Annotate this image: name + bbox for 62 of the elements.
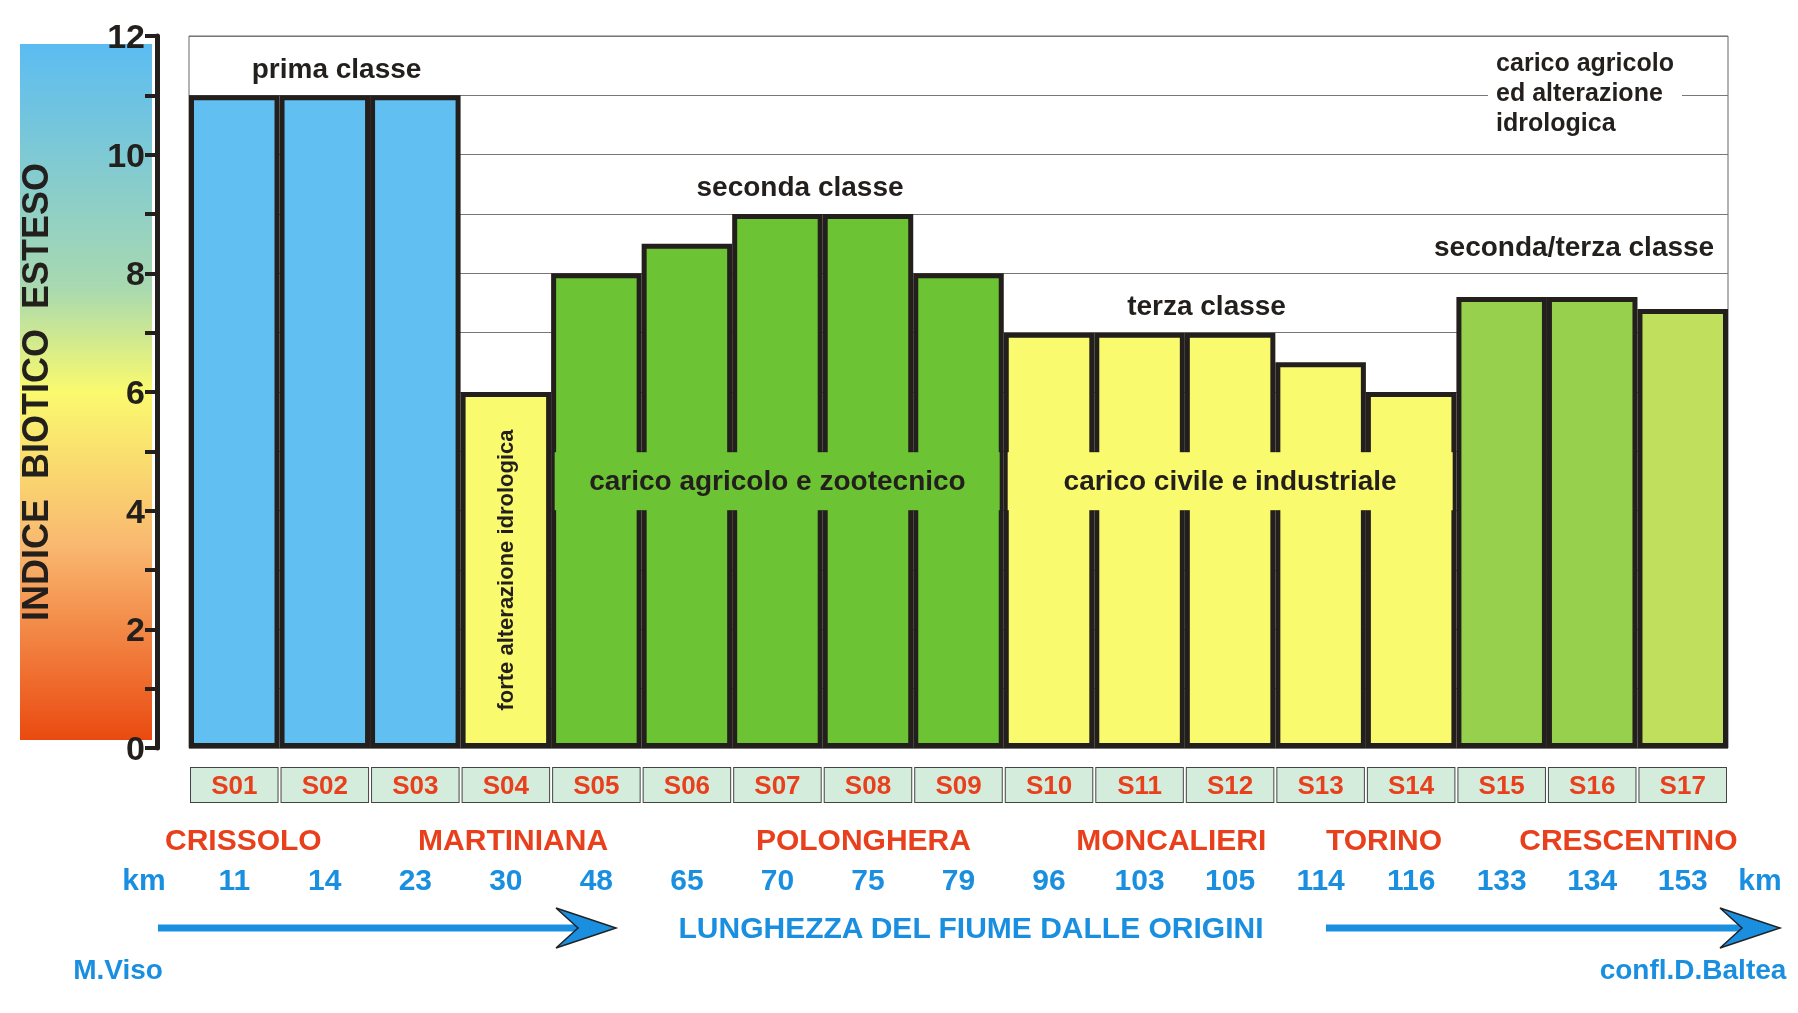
x-tick-label: S07	[754, 770, 801, 800]
annotation: carico civile e industriale	[1063, 465, 1397, 497]
text: 75	[851, 862, 885, 898]
text: confl.D.Baltea	[1599, 953, 1787, 987]
x-tick-label: S09	[935, 770, 982, 800]
x-tick-label: S15	[1478, 770, 1525, 800]
x-tick-label: S14	[1388, 770, 1435, 800]
text: 116	[1386, 862, 1436, 898]
text: MARTINIANA	[418, 822, 609, 858]
text: POLONGHERA	[755, 822, 971, 858]
annotation: forte alterazione idrologica	[492, 429, 519, 711]
x-tick-label: S03	[392, 770, 439, 800]
text: 105	[1205, 862, 1256, 898]
x-tick-label: S04	[482, 770, 530, 800]
text: 65	[670, 862, 704, 898]
x-tick-label: S02	[301, 770, 348, 800]
text: 23	[398, 862, 432, 898]
label-box: carico agricolo e zootecnico	[555, 452, 1000, 510]
y-tick-label: 10	[107, 135, 145, 174]
text: M.Viso	[73, 953, 163, 987]
y-tick-label: 0	[126, 729, 145, 767]
annotation: terza classe	[1127, 289, 1286, 323]
text: TORINO	[1325, 822, 1443, 858]
text: 96	[1032, 862, 1066, 898]
x-tick-label: S16	[1569, 770, 1616, 800]
y-tick-label: 8	[126, 254, 145, 293]
y-tick-label: 2	[126, 610, 145, 649]
annotation: seconda/terza classe	[1434, 229, 1715, 264]
x-tick-label: S05	[573, 770, 620, 800]
y-axis-title: INDICE BIOTICO ESTESO	[14, 162, 56, 622]
text: CRESCENTINO	[1519, 822, 1738, 858]
annotation: seconda classe	[696, 170, 904, 205]
x-axis-title: LUNGHEZZA DEL FIUME DALLE ORIGINI	[678, 911, 1264, 945]
annotation: carico agricolo e zootecnico	[589, 465, 966, 497]
text: 79	[941, 862, 976, 898]
text: 11	[218, 862, 251, 898]
x-tick-label: S17	[1659, 770, 1706, 800]
x-tick-label: S12	[1206, 770, 1254, 800]
label-box: carico civile e industriale	[1007, 452, 1453, 510]
annotation: prima classe	[251, 51, 422, 86]
text: MONCALIERI	[1076, 822, 1267, 858]
y-tick-label: 6	[126, 373, 145, 411]
text: 133	[1476, 862, 1527, 898]
x-tick-label: S08	[844, 770, 892, 800]
text: 30	[489, 862, 523, 898]
x-tick-label: S10	[1025, 770, 1073, 800]
x-tick-label: S01	[211, 770, 258, 800]
text: 70	[760, 862, 795, 898]
text: 153	[1657, 862, 1708, 898]
text: 14	[308, 862, 342, 898]
text: 103	[1114, 862, 1165, 898]
text: 114	[1296, 862, 1345, 898]
text: 134	[1567, 862, 1618, 898]
text: 48	[579, 862, 614, 898]
text: CRISSOLO	[164, 822, 322, 858]
x-tick-label: S13	[1297, 770, 1344, 800]
y-tick-label: 4	[126, 491, 146, 530]
annotation: carico agricolo ed alterazione idrologica	[1488, 47, 1682, 138]
x-tick-label: S11	[1117, 770, 1162, 800]
x-tick-label: S06	[663, 770, 711, 800]
text: km	[122, 862, 166, 898]
text: km	[1738, 862, 1782, 898]
